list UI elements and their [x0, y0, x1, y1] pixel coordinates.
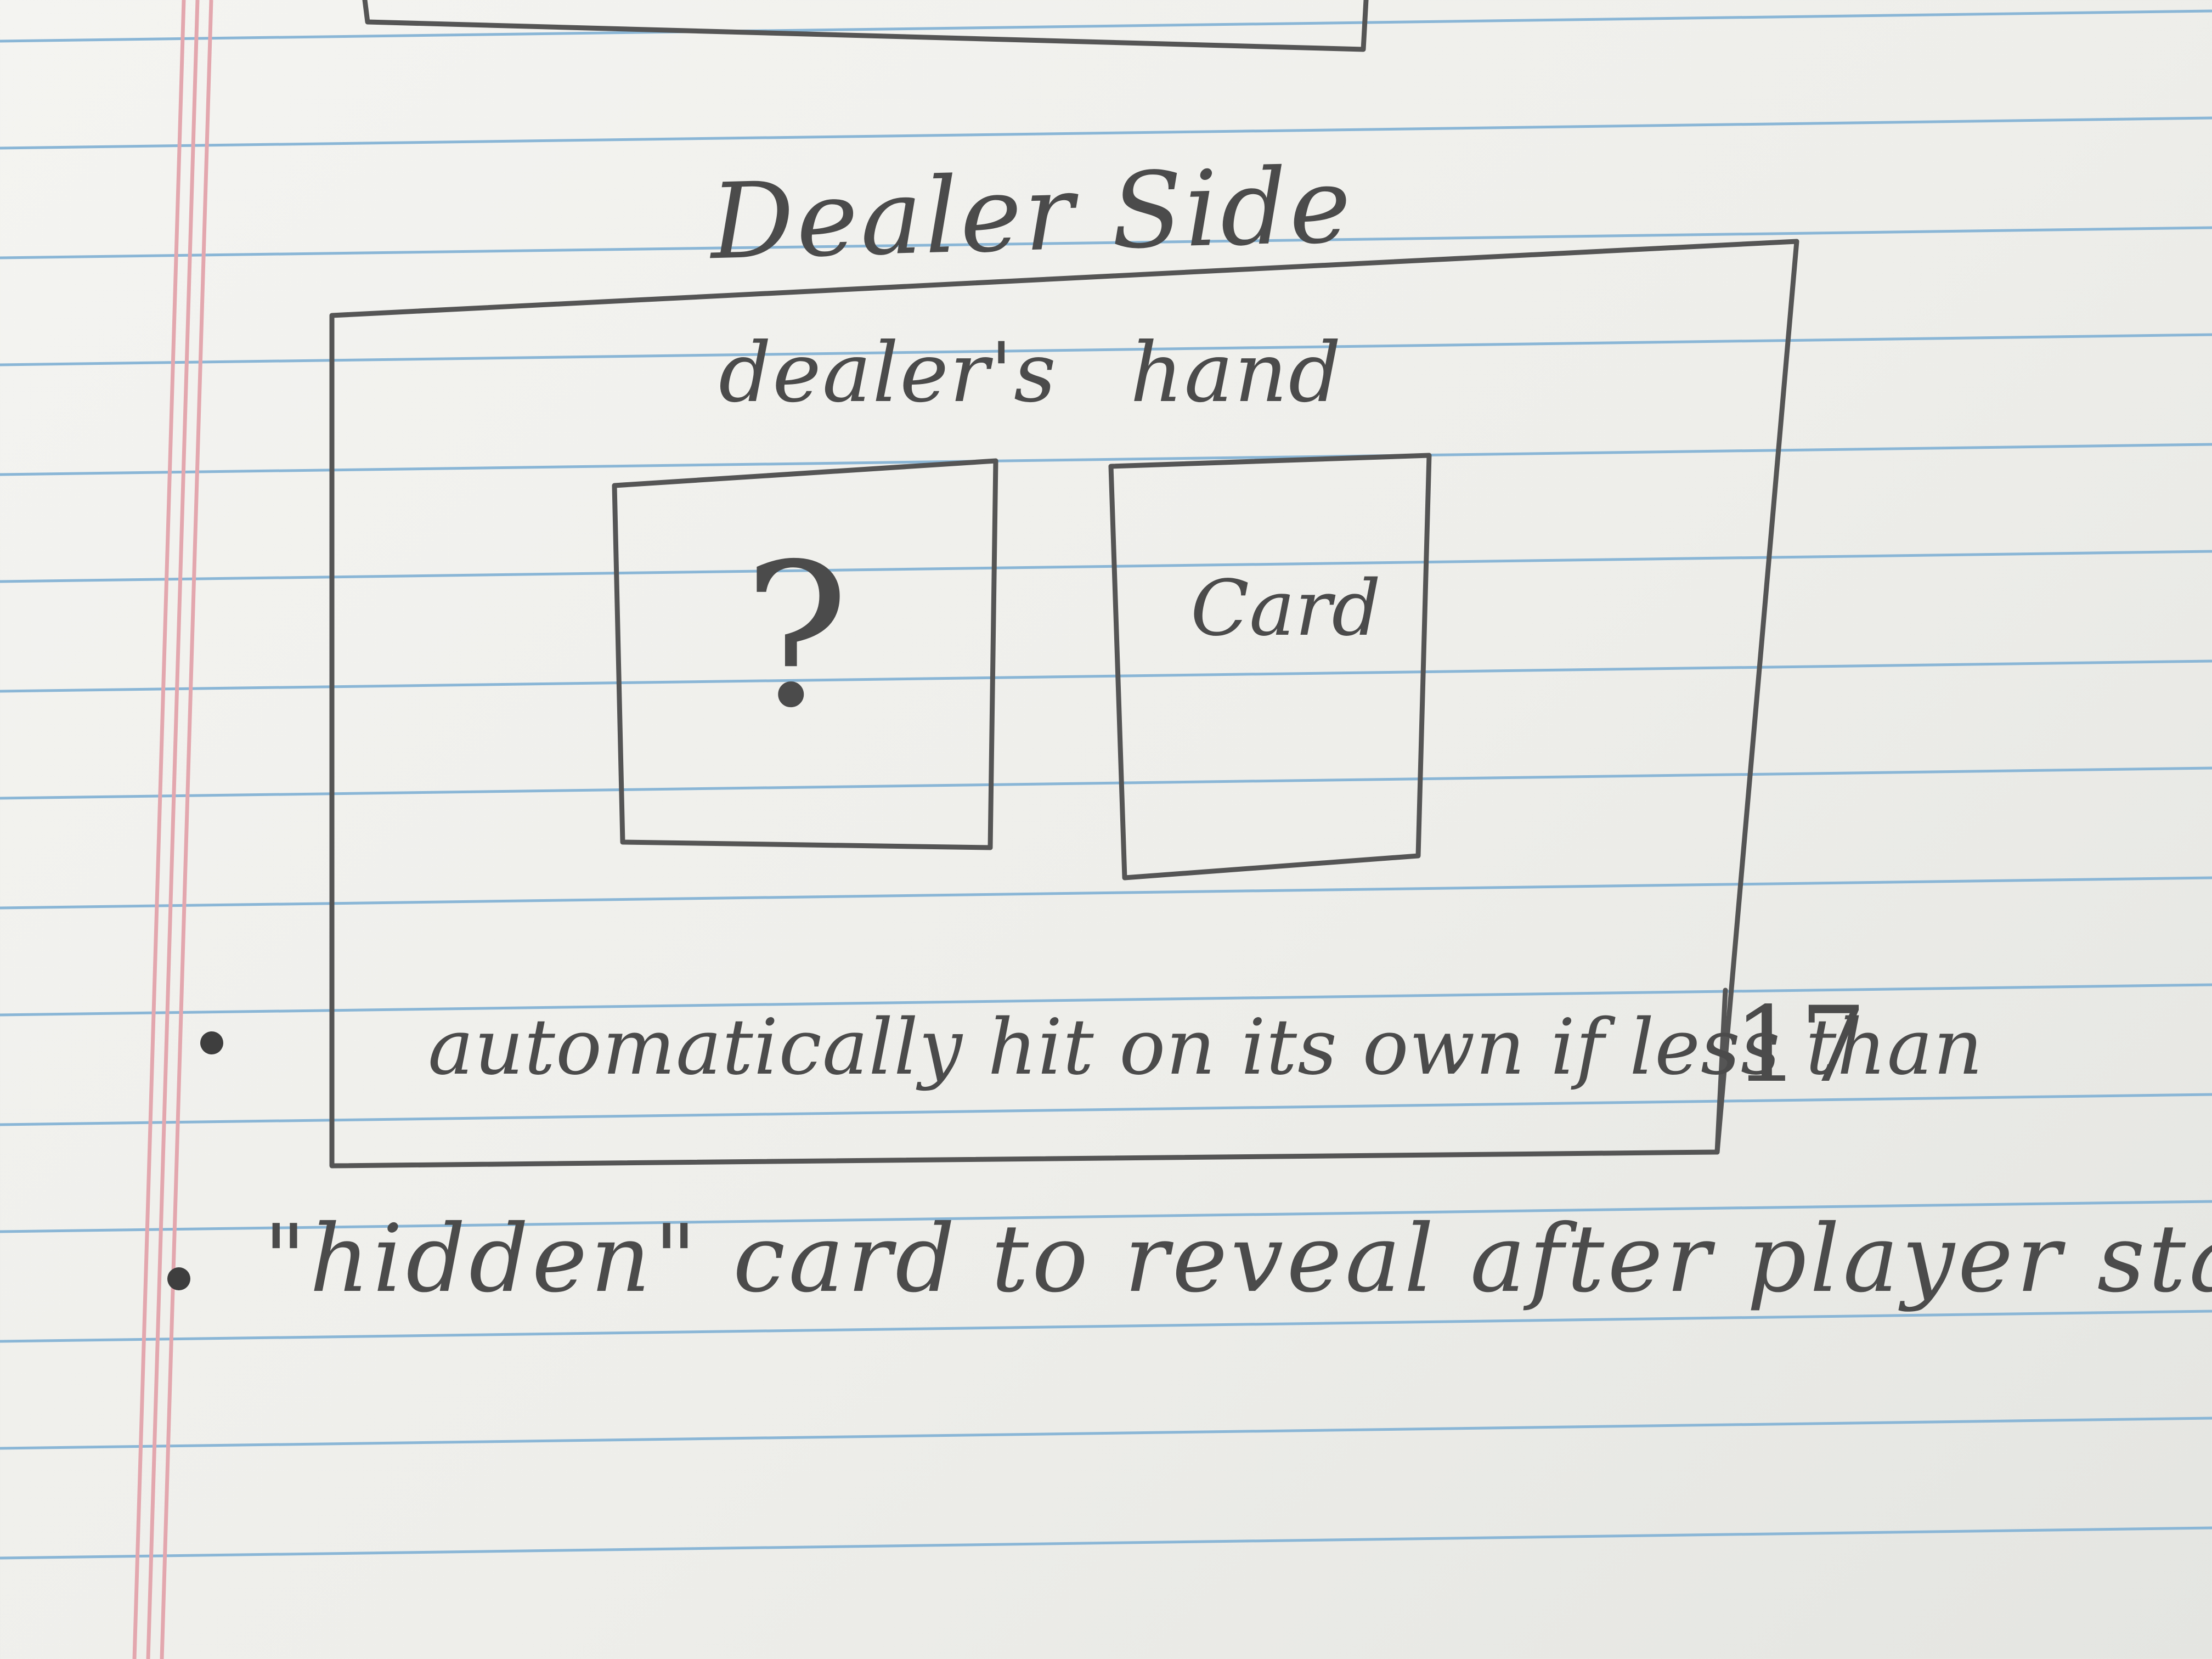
hand-label: hand: [1130, 325, 1342, 421]
pencil-sketch: [329, 0, 1799, 1169]
hidden-card-question-mark: ?: [743, 521, 850, 751]
dealer-rule-number: 17: [1734, 984, 1866, 1105]
dealers-label: dealer's: [719, 325, 1057, 421]
ruled-lines: [0, 9, 2212, 1560]
face-up-card-outline: [1108, 453, 1432, 881]
dealer-rule-text: automatically hit on its own if less tha…: [428, 1003, 1984, 1092]
bullet-point: [200, 1031, 223, 1054]
card-label: Card: [1190, 564, 1381, 653]
number-divider: [1714, 988, 1728, 1155]
hidden-card-note: "hidden" card to reveal after player sta…: [263, 1205, 2212, 1313]
margin-lines: [132, 0, 213, 1659]
dealer-side-title: Dealer Side: [709, 144, 1355, 283]
previous-box-edge: [362, 0, 1369, 52]
hidden-card-outline: [612, 458, 998, 850]
bullet-point: [167, 1267, 190, 1290]
